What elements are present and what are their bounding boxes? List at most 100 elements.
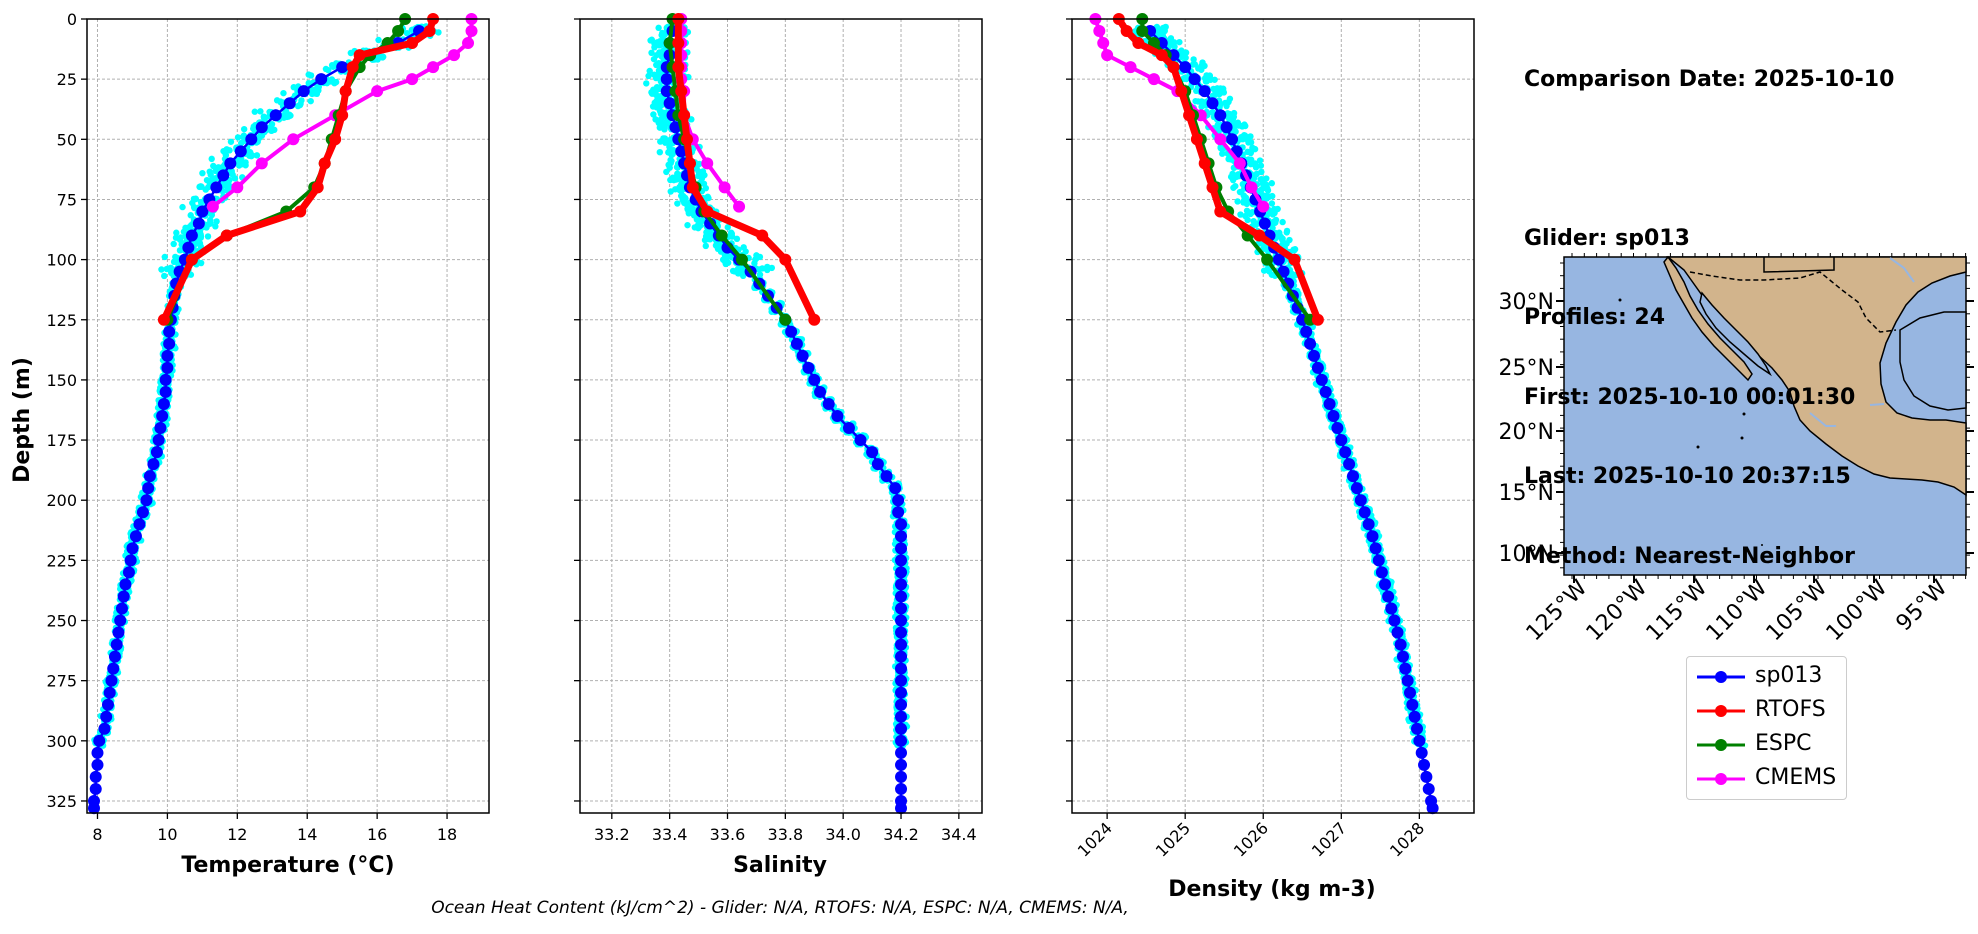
profile-point [328, 62, 336, 69]
legend-label-espc: ESPC [1755, 731, 1812, 756]
series-point-sp013 [895, 554, 908, 567]
profile-point [680, 192, 687, 200]
series-point-sp013 [315, 73, 328, 86]
profile-point [308, 90, 316, 98]
series-point-cmems [733, 200, 746, 213]
series-point-sp013 [161, 349, 174, 362]
series-point-sp013 [142, 482, 155, 495]
profile-point [1203, 78, 1210, 85]
series-point-sp013 [895, 590, 908, 603]
profile-point [1247, 148, 1255, 155]
series-point-sp013 [1258, 217, 1271, 230]
profile-point [751, 260, 758, 267]
info-panel: Comparison Date: 2025-10-10 Glider: sp01… [1524, 14, 1894, 597]
series-point-rtofs [1311, 313, 1324, 326]
profile-point [222, 151, 230, 159]
series-point-rtofs [672, 37, 685, 50]
profile-point [722, 260, 729, 268]
profile-point [674, 200, 681, 207]
profile-point [667, 149, 675, 157]
series-point-sp013 [283, 97, 296, 110]
profile-point [1237, 211, 1244, 218]
profile-point [728, 233, 736, 240]
series-point-sp013 [1420, 770, 1433, 783]
series-point-rtofs [423, 25, 436, 38]
map-river-2 [1809, 412, 1836, 427]
profile-point [173, 229, 180, 236]
series-point-sp013 [895, 578, 908, 591]
profile-point [1232, 128, 1239, 135]
profile-point [1176, 38, 1183, 46]
series-point-rtofs [220, 229, 233, 242]
series-point-sp013 [1399, 662, 1412, 675]
profile-point [648, 49, 655, 57]
map-inset: 30°N 25°N 20°N 15°N 10°N 125°W120°W115°W… [1499, 253, 1974, 646]
profile-point [1234, 198, 1241, 205]
series-point-sp013 [1315, 373, 1328, 386]
profile-point [235, 162, 243, 169]
profile-point [731, 268, 738, 275]
series-point-sp013 [147, 458, 160, 471]
profile-point [1229, 170, 1236, 178]
series-point-sp013 [129, 530, 142, 543]
x-tick-label: 34.2 [883, 825, 919, 844]
legend-item-rtofs: RTOFS [1687, 695, 1846, 725]
series-point-sp013 [136, 506, 149, 519]
profile-point [403, 29, 411, 37]
y-tick-label: 100 [46, 251, 77, 270]
y-tick-label: 275 [46, 672, 77, 691]
series-point-sp013 [1343, 458, 1356, 471]
series-point-sp013 [1272, 253, 1285, 266]
x-tick-label: 1025 [1152, 818, 1194, 860]
profile-point [1178, 47, 1185, 54]
series-point-rtofs [1183, 109, 1196, 122]
series-point-sp013 [93, 734, 106, 747]
profile-point [1167, 35, 1175, 42]
profile-point [1240, 199, 1247, 206]
series-point-sp013 [895, 518, 908, 531]
series-point-sp013 [114, 614, 127, 627]
series-point-sp013 [796, 349, 809, 362]
x-tick-label: 1026 [1230, 818, 1272, 860]
profile-point [674, 170, 681, 177]
series-line-sp013 [1149, 30, 1434, 809]
series-point-sp013 [107, 662, 120, 675]
x-tick-label: 8 [92, 825, 102, 844]
x-tick-label: 1027 [1308, 818, 1350, 860]
profile-point [280, 89, 287, 97]
profile-point [733, 235, 741, 243]
y-tick-label: 250 [46, 612, 77, 631]
series-point-sp013 [895, 602, 908, 615]
series-point-sp013 [1422, 782, 1435, 795]
x-tick-label: 1024 [1074, 818, 1116, 860]
series-point-cmems [406, 73, 419, 86]
series-point-sp013 [1339, 446, 1352, 459]
map-lat-label-25: 25°N [1499, 356, 1554, 381]
series-point-rtofs [1198, 157, 1211, 170]
series-line-espc [165, 17, 407, 321]
profile-point [204, 233, 212, 240]
profile-point [206, 168, 213, 175]
series-point-cmems [1097, 37, 1110, 50]
series-point-sp013 [895, 674, 908, 687]
profile-point [1223, 102, 1230, 110]
series-point-sp013 [1354, 494, 1367, 507]
series-point-sp013 [1372, 554, 1385, 567]
profile-point [684, 221, 691, 229]
profile-point [332, 78, 340, 86]
series-point-sp013 [89, 770, 102, 783]
map-island [1696, 445, 1700, 449]
map-lake [1869, 403, 1885, 406]
profile-point [1239, 136, 1247, 143]
y-tick-label: 200 [46, 491, 77, 510]
profile-point [297, 100, 304, 108]
series-point-sp013 [1300, 325, 1313, 338]
profile-point [158, 266, 165, 273]
series-point-sp013 [163, 325, 176, 338]
profile-point [1203, 72, 1210, 79]
series-point-sp013 [159, 373, 172, 386]
series-point-sp013 [1304, 337, 1317, 350]
depth-axis-label: Depth (m) [10, 357, 35, 483]
profile-point [652, 116, 659, 123]
